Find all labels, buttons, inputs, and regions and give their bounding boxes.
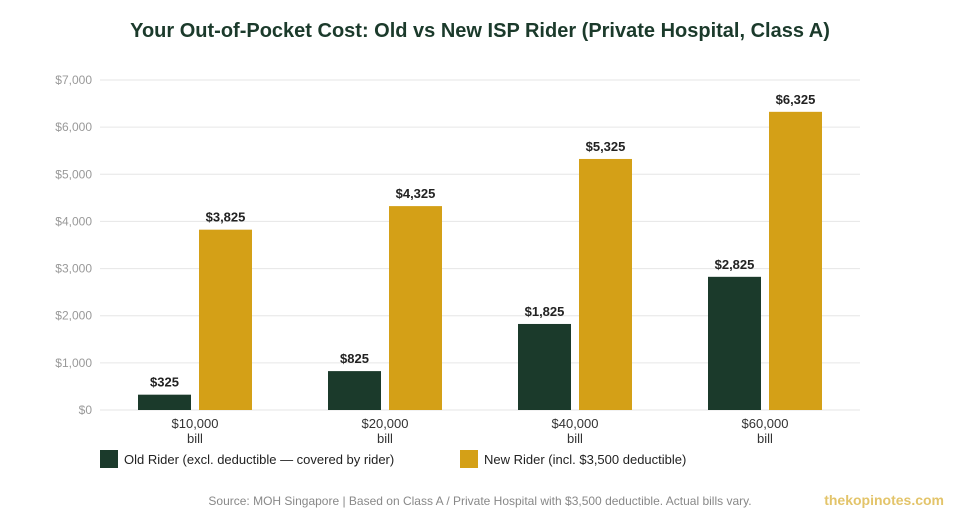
bar-old-rider xyxy=(328,371,381,410)
watermark: thekopinotes.com xyxy=(824,492,944,508)
x-tick-label: $60,000 bill xyxy=(742,416,789,446)
x-axis-ticks: $10,000 bill $20,000 bill $40,000 bill $60,000… xyxy=(172,416,789,446)
chart-title: Your Out-of-Pocket Cost: Old vs New ISP … xyxy=(130,20,830,42)
y-tick-label: $7,000 xyxy=(55,73,92,87)
legend-item-new-rider: New Rider (incl. $3,500 deductible) xyxy=(460,450,686,468)
y-tick-label: $0 xyxy=(79,403,93,417)
x-tick-label: $20,000 bill xyxy=(362,416,409,446)
y-tick-label: $5,000 xyxy=(55,167,92,181)
bar-old-rider xyxy=(138,394,191,410)
bar-new-rider xyxy=(579,158,632,410)
source-note: Source: MOH Singapore | Based on Class A… xyxy=(208,494,752,508)
data-label: $4,325 xyxy=(396,186,436,201)
data-label: $5,325 xyxy=(586,139,626,154)
data-label: $3,825 xyxy=(206,210,246,225)
y-tick-label: $4,000 xyxy=(55,214,92,228)
y-tick-label: $2,000 xyxy=(55,309,92,323)
x-tick-label: $10,000 bill xyxy=(172,416,219,446)
y-tick-label: $3,000 xyxy=(55,262,92,276)
data-labels: $325 $3,825 $825 $4,325 $1,825 $5,325 $2,825 $6… xyxy=(150,92,815,390)
bar-old-rider xyxy=(518,323,571,410)
bar-new-rider xyxy=(389,206,442,410)
legend-label-old-rider: Old Rider (excl. deductible — covered by… xyxy=(124,451,395,467)
data-label: $1,825 xyxy=(525,304,565,319)
y-axis-ticks: $0 $1,000 $2,000 $3,000 $4,000 $5,000 $6,000 $7… xyxy=(55,73,92,417)
legend-label-new-rider: New Rider (incl. $3,500 deductible) xyxy=(484,451,687,467)
bar-new-rider xyxy=(769,111,822,411)
data-label: $825 xyxy=(340,351,369,366)
y-tick-label: $1,000 xyxy=(55,356,92,370)
data-label: $325 xyxy=(150,375,179,390)
legend-item-old-rider: Old Rider (excl. deductible — covered by… xyxy=(100,450,394,468)
bars xyxy=(138,111,822,411)
x-tick-label: $40,000 bill xyxy=(552,416,599,446)
data-label: $2,825 xyxy=(715,257,755,272)
legend-swatch-old-rider xyxy=(100,450,118,468)
bar-old-rider xyxy=(708,276,761,410)
data-label: $6,325 xyxy=(776,92,816,107)
y-tick-label: $6,000 xyxy=(55,120,92,134)
legend-swatch-new-rider xyxy=(460,450,478,468)
bar-new-rider xyxy=(199,229,252,410)
